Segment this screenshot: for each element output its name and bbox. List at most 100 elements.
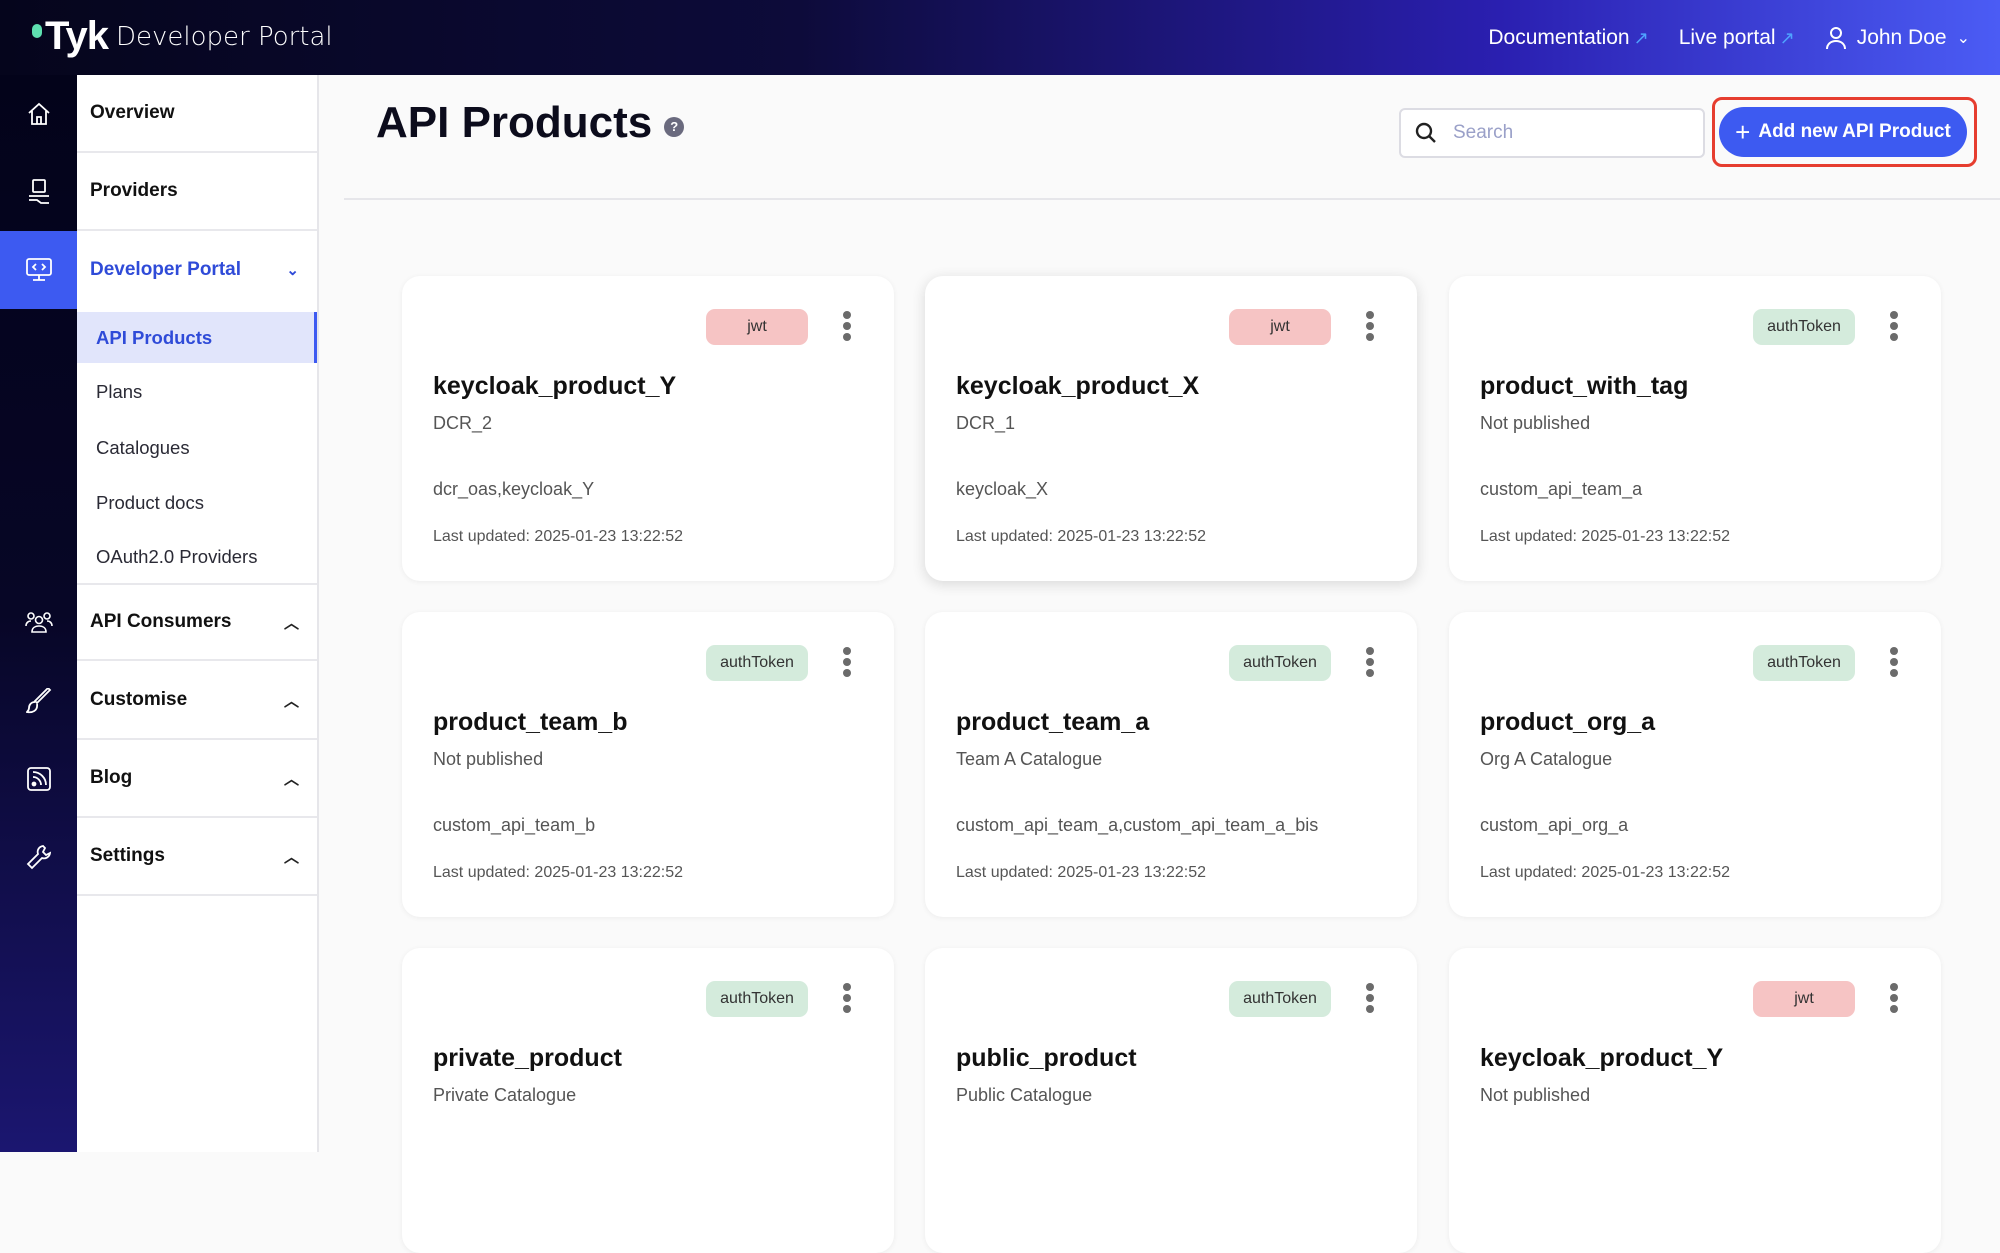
logo-mark-icon: [32, 23, 42, 38]
auth-type-badge: authToken: [1229, 981, 1331, 1017]
product-catalogue: DCR_1: [956, 413, 1016, 433]
search-input[interactable]: [1453, 122, 1673, 144]
auth-type-badge: authToken: [706, 981, 808, 1017]
product-catalogue: DCR_2: [433, 413, 493, 433]
documentation-link[interactable]: Documentation ↗: [1488, 26, 1648, 50]
more-options-icon[interactable]: [1364, 308, 1376, 344]
rail-api-consumers[interactable]: [0, 583, 77, 661]
more-options-icon[interactable]: [841, 644, 853, 680]
app-title: Developer Portal: [115, 21, 333, 52]
auth-type-badge: jwt: [1229, 309, 1331, 345]
sidebar-item-label: API Products: [96, 326, 213, 348]
sidebar-item-label: Catalogues: [96, 436, 190, 458]
rail-providers[interactable]: [0, 153, 77, 231]
sidebar-item-developer-portal[interactable]: Developer Portal ⌄: [77, 231, 317, 309]
sidebar-item-providers[interactable]: Providers: [77, 153, 317, 231]
product-card[interactable]: authToken product_with_tag Not published cu…: [1449, 276, 1941, 581]
search-box[interactable]: [1399, 108, 1705, 158]
sidebar-subitem-catalogues[interactable]: Catalogues: [77, 422, 317, 473]
more-options-icon[interactable]: [841, 308, 853, 344]
page-title: API Products?: [376, 98, 685, 148]
sidebar-item-label: OAuth2.0 Providers: [96, 545, 258, 567]
chevron-down-icon: ⌄: [286, 262, 299, 279]
customise-brush-icon: [25, 688, 51, 714]
product-card[interactable]: jwt keycloak_product_Y Not published: [1449, 948, 1941, 1253]
product-catalogue: Private Catalogue: [433, 1085, 577, 1105]
product-name: product_team_b: [433, 708, 628, 736]
product-apis: custom_api_org_a: [1480, 815, 1629, 835]
icon-rail: [0, 75, 77, 1152]
sidebar-item-customise[interactable]: Customise ︿: [77, 662, 317, 740]
sidebar-item-overview[interactable]: Overview: [77, 75, 317, 153]
product-card[interactable]: authToken product_team_a Team A Catalogue c…: [925, 612, 1417, 917]
product-card[interactable]: authToken private_product Private Catalogu…: [402, 948, 894, 1253]
product-card[interactable]: authToken product_team_b Not published cust…: [402, 612, 894, 917]
rail-developer-portal[interactable]: [0, 231, 77, 309]
product-catalogue: Not published: [1480, 413, 1591, 433]
product-name: public_product: [956, 1044, 1137, 1072]
more-options-icon[interactable]: [1888, 644, 1900, 680]
chevron-up-icon: ︿: [283, 614, 299, 632]
product-name: private_product: [433, 1044, 622, 1072]
divider: [344, 198, 2000, 200]
sidebar-item-label: Settings: [90, 845, 165, 866]
providers-icon: [28, 179, 49, 204]
more-options-icon[interactable]: [1364, 644, 1376, 680]
auth-type-badge: authToken: [1229, 645, 1331, 681]
sidebar-item-settings[interactable]: Settings ︿: [77, 818, 317, 896]
product-name: keycloak_product_Y: [1480, 1044, 1724, 1072]
sidebar-item-label: Overview: [90, 102, 175, 123]
sidebar-subitem-oauth-providers[interactable]: OAuth2.0 Providers: [77, 531, 317, 582]
live-portal-link[interactable]: Live portal ↗: [1679, 26, 1795, 50]
live-portal-label: Live portal: [1678, 25, 1776, 49]
sidebar-item-blog[interactable]: Blog ︿: [77, 740, 317, 818]
sidebar-item-label: Product docs: [96, 491, 204, 513]
sidebar-item-label: Plans: [96, 380, 143, 402]
rail-blog[interactable]: [0, 740, 77, 818]
sidebar-item-label: Providers: [90, 180, 178, 201]
product-card[interactable]: authToken public_product Public Catalogue: [925, 948, 1417, 1253]
product-card[interactable]: jwt keycloak_product_Y DCR_2 dcr_oas,keyclo…: [402, 276, 894, 581]
chevron-up-icon: ︿: [283, 848, 299, 866]
auth-type-badge: jwt: [706, 309, 808, 345]
user-menu[interactable]: John Doe ⌄: [1825, 26, 1970, 50]
blog-rss-icon: [26, 767, 51, 791]
last-updated: Last updated: 2025-01-23 13:22:52: [433, 864, 683, 881]
rail-settings[interactable]: [0, 818, 77, 896]
product-card[interactable]: authToken product_org_a Org A Catalogue cus…: [1449, 612, 1941, 917]
rail-customise[interactable]: [0, 662, 77, 740]
search-icon: [1415, 122, 1436, 143]
user-name: John Doe: [1856, 25, 1947, 49]
more-options-icon[interactable]: [1364, 980, 1376, 1016]
product-name: product_team_a: [956, 708, 1150, 736]
add-api-product-button[interactable]: + Add new API Product: [1719, 107, 1967, 157]
product-catalogue: Team A Catalogue: [956, 749, 1103, 769]
more-options-icon[interactable]: [1888, 980, 1900, 1016]
last-updated: Last updated: 2025-01-23 13:22:52: [433, 528, 683, 545]
sidebar-item-api-consumers[interactable]: API Consumers ︿: [77, 583, 317, 661]
sidebar-subitem-api-products[interactable]: API Products: [77, 312, 317, 363]
sidebar-subitem-plans[interactable]: Plans: [77, 366, 317, 417]
product-catalogue: Org A Catalogue: [1480, 749, 1613, 769]
product-name: product_org_a: [1480, 708, 1656, 736]
sidebar-item-label: Customise: [90, 689, 188, 710]
product-name: product_with_tag: [1480, 372, 1689, 400]
external-link-icon: ↗: [1779, 27, 1795, 48]
product-apis: keycloak_X: [956, 479, 1049, 499]
tyk-logo[interactable]: Tyk Developer Portal: [32, 14, 333, 59]
sidebar-item-label: Blog: [90, 767, 133, 788]
more-options-icon[interactable]: [1888, 308, 1900, 344]
auth-type-badge: jwt: [1753, 981, 1855, 1017]
product-card[interactable]: jwt keycloak_product_X DCR_1 keycloak_X Last…: [925, 276, 1417, 581]
product-apis: custom_api_team_a,custom_api_team_a_bis: [956, 815, 1319, 835]
help-icon[interactable]: ?: [664, 117, 685, 137]
last-updated: Last updated: 2025-01-23 13:22:52: [1480, 864, 1730, 881]
more-options-icon[interactable]: [841, 980, 853, 1016]
rail-home[interactable]: [0, 75, 77, 153]
sidebar-subitem-product-docs[interactable]: Product docs: [77, 477, 317, 528]
product-catalogue: Public Catalogue: [956, 1085, 1093, 1105]
sidebar-item-label: API Consumers: [90, 611, 232, 632]
product-apis: custom_api_team_a: [1480, 479, 1643, 499]
top-header: Tyk Developer Portal Documentation ↗ Live…: [0, 0, 2000, 75]
page-title-text: API Products: [376, 98, 653, 147]
